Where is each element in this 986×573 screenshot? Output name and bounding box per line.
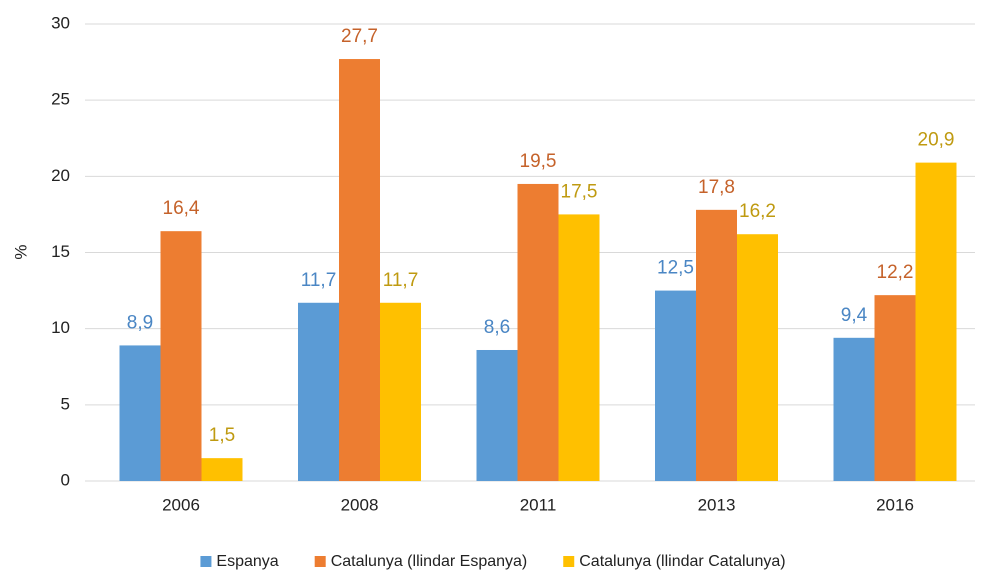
bar (339, 59, 380, 481)
value-label: 12,5 (657, 258, 694, 279)
bar (655, 290, 696, 481)
bar (119, 345, 161, 481)
x-tick-label: 2011 (520, 495, 557, 514)
y-tick-label: 0 (61, 470, 70, 489)
y-axis-label: % (11, 244, 30, 259)
x-tick-label: 2008 (341, 495, 379, 514)
bar (476, 349, 518, 481)
value-label: 9,4 (841, 305, 868, 326)
value-label: 8,6 (484, 317, 510, 338)
bar (160, 231, 202, 481)
y-tick-label: 25 (51, 90, 70, 109)
value-label: 16,4 (163, 198, 200, 219)
legend-swatch (563, 556, 575, 567)
value-label: 11,7 (301, 270, 337, 291)
bar (201, 458, 243, 481)
bar (696, 209, 737, 481)
bar (298, 302, 339, 481)
bar (737, 234, 778, 481)
value-label: 12,2 (877, 262, 914, 283)
value-label: 17,8 (698, 177, 735, 198)
value-label: 16,2 (739, 201, 776, 222)
y-tick-label: 20 (51, 166, 70, 185)
x-tick-label: 2016 (876, 495, 914, 514)
bar (874, 295, 916, 481)
x-tick-label: 2006 (162, 495, 200, 514)
y-tick-label: 15 (51, 242, 70, 261)
value-label: 1,5 (209, 425, 235, 446)
legend-label: Espanya (216, 553, 278, 570)
legend-swatch (200, 556, 212, 567)
value-label: 27,7 (341, 26, 378, 47)
y-tick-label: 5 (61, 394, 70, 413)
bar (833, 337, 875, 481)
bar (558, 214, 600, 481)
legend-label: Catalunya (llindar Catalunya) (579, 553, 785, 570)
legend-label: Catalunya (llindar Espanya) (331, 553, 528, 570)
value-label: 11,7 (383, 270, 419, 291)
legend-swatch (314, 556, 326, 567)
value-label: 19,5 (520, 151, 557, 172)
y-tick-label: 30 (51, 13, 70, 32)
bar (517, 183, 559, 481)
y-tick-label: 10 (51, 318, 70, 337)
value-label: 8,9 (127, 312, 153, 333)
value-label: 17,5 (561, 181, 598, 202)
value-label: 20,9 (918, 130, 955, 151)
bar (380, 302, 421, 481)
bar (915, 162, 957, 481)
x-tick-label: 2013 (698, 495, 736, 514)
